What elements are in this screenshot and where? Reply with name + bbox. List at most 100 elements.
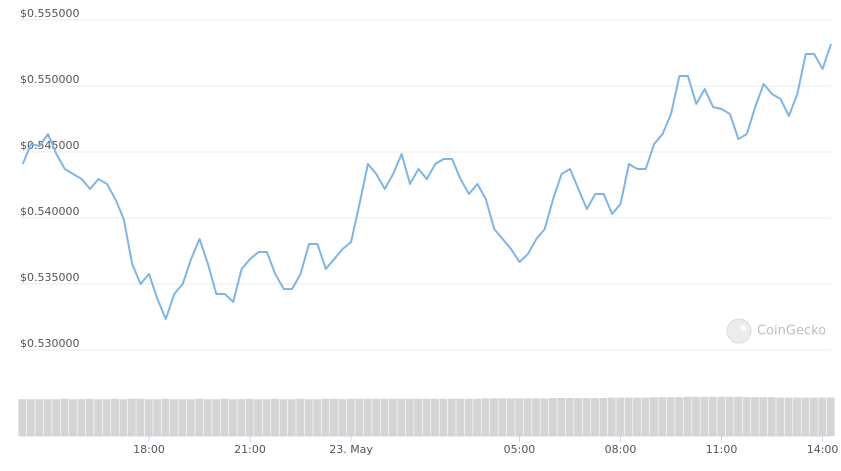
price-line [21,43,832,320]
volume-bar [591,398,599,436]
y-tick-label: $0.540000 [20,205,80,218]
volume-bar [170,399,178,436]
volume-bar [683,396,692,436]
volume-bar [431,398,439,436]
volume-bar [793,397,801,436]
volume-bar [649,397,658,436]
volume-bar [540,398,549,436]
volume-bar [532,398,540,436]
volume-bar [363,398,372,436]
volume-bar [212,399,220,436]
x-tick-label: 05:00 [504,443,536,456]
volume-bar [52,399,60,436]
volume-bar [759,397,768,436]
volume-bar [523,398,532,436]
volume-bar [574,398,583,436]
watermark-text: CoinGecko [757,324,826,339]
volume-bar [35,399,44,436]
volume-bar [607,397,616,436]
volume-bar [506,398,515,436]
volume-bar [321,398,330,436]
volume-bar [304,399,313,436]
volume-bar [582,398,591,436]
volume-bar [178,399,187,436]
volume-bar [751,397,759,436]
volume-bar [548,398,557,436]
volume-bar [271,398,279,436]
volume-bar [254,399,263,436]
volume-bar [85,398,94,436]
volume-bar [784,397,793,436]
volume-bar [43,399,52,436]
volume-bar [405,398,414,436]
watermark: CoinGecko [726,318,826,344]
volume-bar [515,398,524,436]
volume-bar [195,398,204,436]
watermark-logo [726,318,752,344]
volume-bar [641,397,650,436]
volume-bar [397,398,406,436]
volume-bar [296,398,305,436]
volume-bar [439,398,448,436]
volume-bar [809,397,818,436]
volume-bar [161,398,170,436]
volume-bar [287,399,296,436]
volume-bar [616,397,625,436]
watermark-logo-eye [740,325,746,331]
volume-bar [136,398,145,436]
volume-bar [734,396,742,436]
volume-bar [355,398,364,436]
volume-bar [498,398,507,436]
volume-bar [94,399,103,436]
volume-bar [767,397,776,436]
volume-bar [203,399,212,436]
x-tick-label: 18:00 [133,443,165,456]
volume-bar [262,399,271,436]
volume-bar [313,399,322,436]
x-tick-label: 11:00 [706,443,738,456]
plot: $0.530000 $0.535000 $0.540000 $0.545000 $0.5… [18,7,838,456]
volume-bar [279,399,288,436]
volume-bar [220,398,229,436]
volume-bar [658,397,667,436]
volume-bar [228,399,237,436]
volume-bar [26,399,35,436]
volume-bar [776,397,785,436]
volume-bar [102,399,111,436]
y-tick-label: $0.545000 [20,139,80,152]
volume-bar [456,398,465,436]
y-tick-label: $0.555000 [20,7,80,20]
volume-bar [717,396,726,436]
volume-bar [447,398,456,436]
x-tick-label: 14:00 [807,443,839,456]
x-tick-label: 21:00 [234,443,266,456]
volume-bar [380,398,389,436]
volume-bar [127,398,136,436]
volume-bar [464,398,473,436]
volume-bar [818,397,827,436]
volume-bar [18,399,27,436]
volume-bar [725,396,734,436]
volume-bar [245,398,254,436]
volume-bar [237,399,246,436]
volume-bar [624,397,633,436]
volume-bar [489,398,498,436]
volume-bar [692,396,700,436]
volume-bar [599,398,608,436]
volume-bar [69,399,77,436]
y-tick-label: $0.550000 [20,73,80,86]
volume-bar [565,398,574,436]
volume-bar [153,399,162,436]
volume-bar [666,397,675,436]
volume-bar [473,398,481,436]
y-tick-label: $0.530000 [20,337,80,350]
volume-bar [708,396,717,436]
volume-bar [700,396,709,436]
volume-bar [557,398,566,436]
volume-bar [111,398,119,436]
volume-bar [77,399,86,436]
volume-bar [422,398,431,436]
volume-bar [675,397,684,436]
x-tick-label: 23. May [329,443,373,456]
